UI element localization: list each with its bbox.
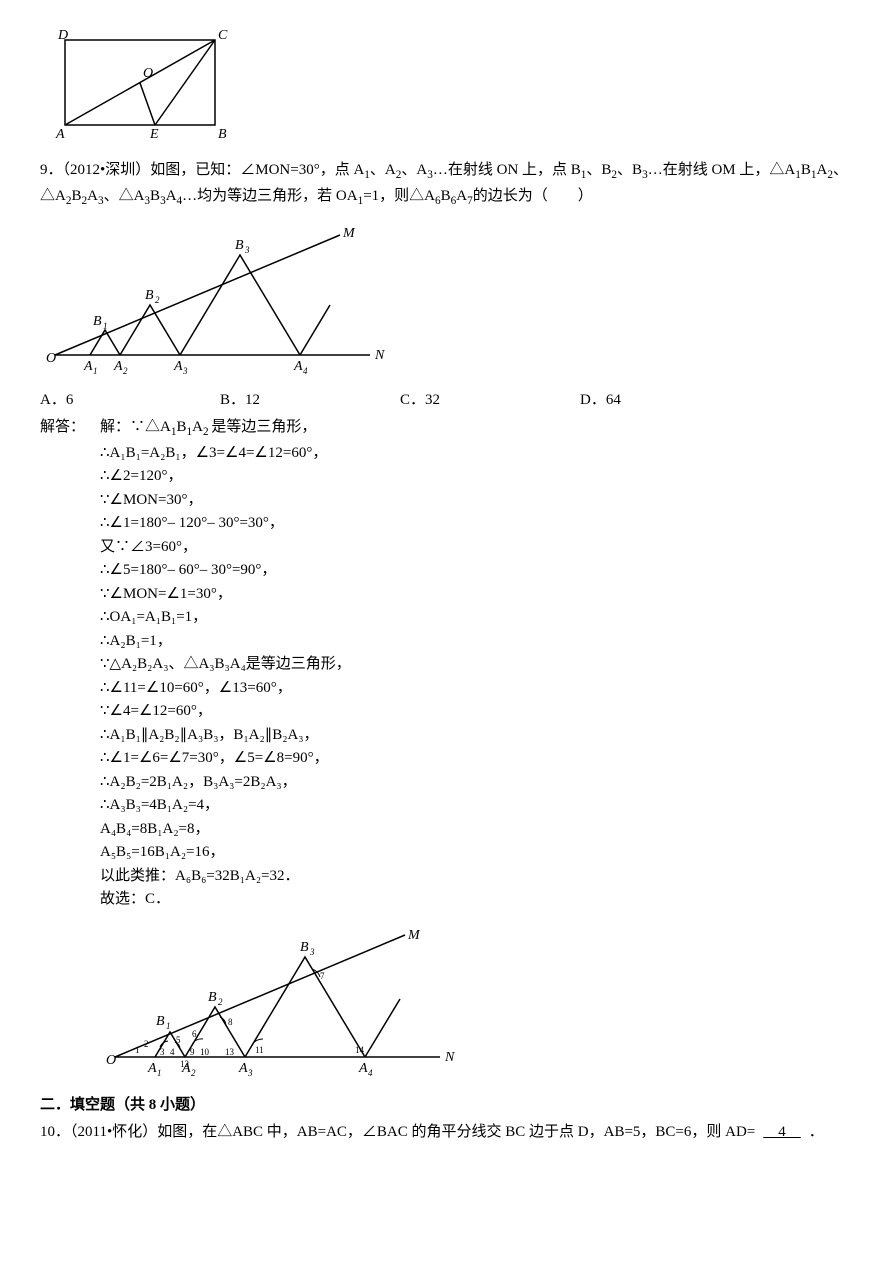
q9-choices: A．6 B．12 C．32 D．64: [40, 388, 852, 412]
label-C: C: [218, 28, 228, 43]
svg-text:2: 2: [191, 1068, 196, 1077]
svg-text:3: 3: [244, 245, 250, 255]
svg-text:3: 3: [160, 1047, 165, 1057]
svg-text:2: 2: [218, 997, 223, 1007]
svg-text:A: A: [147, 1061, 157, 1076]
choice-B: B．12: [220, 388, 400, 412]
svg-text:1: 1: [135, 1045, 140, 1055]
label-D: D: [57, 28, 68, 43]
svg-text:3: 3: [247, 1068, 253, 1077]
svg-text:7: 7: [320, 971, 325, 981]
svg-text:2: 2: [123, 366, 128, 375]
svg-text:B: B: [145, 288, 154, 303]
q9-text: 9．（2012•深圳）如图，已知：∠MON=30°，点 A1、A2、A3…在射线…: [40, 158, 852, 210]
svg-text:1: 1: [103, 321, 108, 331]
svg-text:1: 1: [93, 366, 98, 375]
svg-text:4: 4: [368, 1068, 373, 1077]
svg-text:5: 5: [176, 1035, 181, 1045]
solution-label: 解答：: [40, 415, 100, 912]
label-E: E: [149, 127, 159, 142]
svg-text:10: 10: [200, 1047, 210, 1057]
svg-text:B: B: [300, 940, 309, 955]
svg-text:1: 1: [166, 1021, 171, 1031]
svg-text:13: 13: [225, 1047, 235, 1057]
label-N: N: [374, 348, 385, 363]
choice-A: A．6: [40, 388, 220, 412]
svg-text:A: A: [83, 359, 93, 374]
svg-text:4: 4: [303, 366, 308, 375]
diagram-rectangle: D C O A E B: [40, 25, 852, 153]
svg-text:11: 11: [255, 1045, 264, 1055]
svg-text:3: 3: [309, 947, 315, 957]
svg-text:N: N: [444, 1050, 455, 1065]
svg-text:A: A: [238, 1061, 248, 1076]
section-2-header: 二．填空题（共 8 小题）: [40, 1093, 852, 1117]
svg-text:A: A: [293, 359, 303, 374]
svg-text:A: A: [173, 359, 183, 374]
svg-text:1: 1: [157, 1068, 162, 1077]
svg-text:9: 9: [190, 1047, 195, 1057]
label-B: B: [218, 127, 227, 142]
solution: 解答： 解：∵△A1B1A2 是等边三角形， ∴A₁B₁=A₂B₁，∠3=∠4=…: [40, 415, 852, 912]
label-A: A: [55, 127, 65, 142]
diagram-triangles-1: O N M B1 B2 B3 A1 A2 A3 A4: [40, 215, 852, 383]
svg-text:3: 3: [182, 366, 188, 375]
svg-text:M: M: [407, 928, 421, 943]
svg-text:B: B: [93, 314, 102, 329]
svg-text:2: 2: [144, 1039, 149, 1049]
svg-text:O: O: [106, 1053, 116, 1068]
diagram-triangles-2: 1 2 3 4 5 6 12 9 10 8 11 13 7 14 O N M B…: [100, 917, 852, 1085]
label-M: M: [342, 226, 356, 241]
svg-text:A: A: [358, 1061, 368, 1076]
choice-C: C．32: [400, 388, 580, 412]
label-O: O: [46, 351, 56, 366]
svg-text:B: B: [235, 238, 244, 253]
label-O: O: [143, 66, 153, 81]
solution-body: 解：∵△A1B1A2 是等边三角形， ∴A₁B₁=A₂B₁，∠3=∠4=∠12=…: [100, 415, 852, 912]
svg-text:14: 14: [355, 1045, 365, 1055]
choice-D: D．64: [580, 388, 760, 412]
svg-text:A: A: [113, 359, 123, 374]
svg-text:B: B: [156, 1014, 165, 1029]
svg-text:B: B: [208, 990, 217, 1005]
svg-text:6: 6: [192, 1029, 197, 1039]
svg-text:4: 4: [170, 1047, 175, 1057]
svg-text:2: 2: [155, 295, 160, 305]
q10-text: 10．（2011•怀化）如图，在△ABC 中，AB=AC，∠BAC 的角平分线交…: [40, 1120, 852, 1144]
svg-text:8: 8: [228, 1017, 233, 1027]
svg-text:A: A: [181, 1061, 191, 1076]
